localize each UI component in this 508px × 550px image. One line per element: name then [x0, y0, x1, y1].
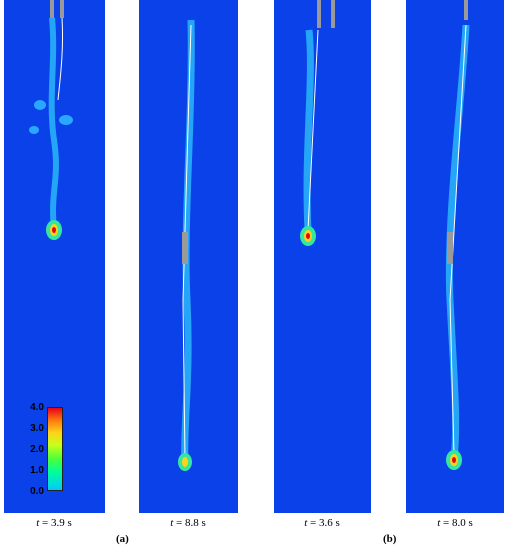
group-label-b: (b) — [383, 533, 397, 545]
time-caption-1: t = 3.9 s — [14, 517, 94, 529]
time-variable: t — [170, 517, 174, 529]
colorbar — [47, 407, 69, 491]
colorbar-tick: 2.0 — [30, 444, 44, 455]
time-value: = 8.0 s — [440, 517, 473, 529]
colorbar-gradient — [47, 407, 63, 491]
time-variable: t — [437, 517, 441, 529]
panel-4 — [406, 0, 504, 513]
colorbar-tick: 3.0 — [30, 423, 44, 434]
time-caption-2: t = 8.8 s — [148, 517, 228, 529]
time-variable: t — [304, 517, 308, 529]
colorbar-tick: 0.0 — [30, 486, 44, 497]
colorbar-tick: 1.0 — [30, 465, 44, 476]
colorbar-tick: 4.0 — [30, 402, 44, 413]
panel-2 — [139, 0, 238, 513]
time-value: = 8.8 s — [173, 517, 206, 529]
time-caption-4: t = 8.0 s — [415, 517, 495, 529]
colorbar-ticks: 4.0 3.0 2.0 1.0 0.0 — [4, 402, 44, 497]
panel-3 — [274, 0, 371, 513]
time-value: = 3.6 s — [307, 517, 340, 529]
time-value: = 3.9 s — [39, 517, 72, 529]
group-label-a: (a) — [116, 533, 129, 545]
time-variable: t — [36, 517, 40, 529]
time-caption-3: t = 3.6 s — [282, 517, 362, 529]
